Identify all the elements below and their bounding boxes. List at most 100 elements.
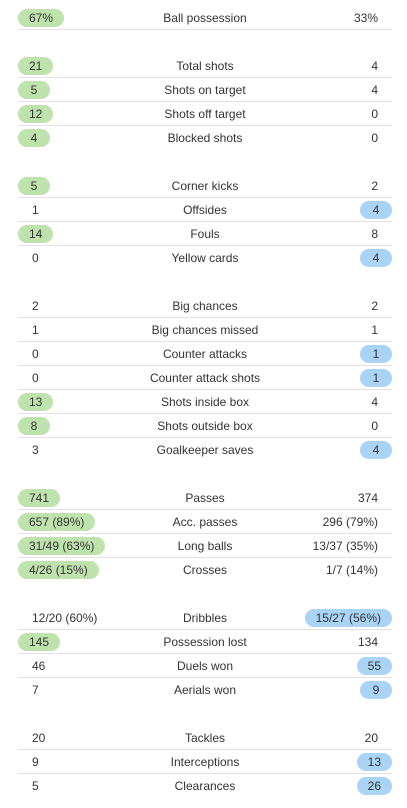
home-value: 4: [18, 129, 50, 147]
away-value: 374: [357, 491, 378, 505]
stat-row: Total shots 21 4: [18, 54, 392, 78]
home-value: 12/20 (60%): [32, 611, 98, 625]
stat-label: Acc. passes: [172, 515, 238, 529]
stat-row: Offsides 1 4: [18, 198, 392, 222]
stat-row: Blocked shots 4 0: [18, 126, 392, 150]
away-value: 4: [371, 83, 378, 97]
home-value: 31/49 (63%): [18, 537, 106, 555]
away-value: 4: [360, 441, 392, 459]
stat-row: Shots on target 5 4: [18, 78, 392, 102]
away-value: 2: [371, 299, 378, 313]
stat-row: Counter attacks 0 1: [18, 342, 392, 366]
stat-row: Counter attack shots 0 1: [18, 366, 392, 390]
away-value: 8: [371, 227, 378, 241]
away-value: 4: [360, 249, 392, 267]
stat-row: Goalkeeper saves 3 4: [18, 438, 392, 462]
home-value: 1: [32, 203, 39, 217]
away-value: 13/37 (35%): [312, 539, 378, 553]
away-value: 20: [364, 731, 378, 745]
stat-row: Shots inside box 13 4: [18, 390, 392, 414]
stat-label: Passes: [185, 491, 225, 505]
stat-row: Interceptions 9 13: [18, 750, 392, 774]
stat-row: Aerials won 7 9: [18, 678, 392, 702]
stat-label: Shots outside box: [157, 419, 253, 433]
home-value: 46: [32, 659, 46, 673]
stat-label: Interceptions: [170, 755, 240, 769]
stat-row: Clearances 5 26: [18, 774, 392, 798]
away-value: 15/27 (56%): [304, 609, 392, 627]
stat-label: Total shots: [176, 59, 234, 73]
away-value: 0: [371, 131, 378, 145]
home-value: 0: [32, 371, 39, 385]
home-value: 8: [18, 417, 50, 435]
home-value: 67%: [18, 9, 65, 27]
home-value: 0: [32, 251, 39, 265]
home-value: 0: [32, 347, 39, 361]
home-value: 7: [32, 683, 39, 697]
stat-label: Ball possession: [163, 11, 247, 25]
stat-row: Passes 741 374: [18, 486, 392, 510]
away-value: 1: [360, 345, 392, 363]
stat-label: Shots on target: [164, 83, 246, 97]
home-value: 20: [32, 731, 46, 745]
away-value: 9: [360, 681, 392, 699]
home-value: 21: [18, 57, 54, 75]
home-value: 13: [18, 393, 54, 411]
stat-label: Clearances: [174, 779, 236, 793]
stat-row: Shots outside box 8 0: [18, 414, 392, 438]
away-value: 1/7 (14%): [325, 563, 378, 577]
away-value: 134: [357, 635, 378, 649]
stat-row: Ball possession 67% 33%: [18, 6, 392, 30]
home-value: 145: [18, 633, 61, 651]
stat-label: Tackles: [184, 731, 225, 745]
stat-label: Shots inside box: [160, 395, 250, 409]
stat-row: Crosses 4/26 (15%) 1/7 (14%): [18, 558, 392, 582]
home-value: 5: [18, 177, 50, 195]
away-value: 26: [356, 777, 392, 795]
away-value: 33%: [353, 11, 378, 25]
stat-label: Yellow cards: [171, 251, 239, 265]
home-value: 5: [32, 779, 39, 793]
stat-label: Possession lost: [163, 635, 247, 649]
away-value: 1: [360, 369, 392, 387]
stat-row: Shots off target 12 0: [18, 102, 392, 126]
stat-row: Corner kicks 5 2: [18, 174, 392, 198]
home-value: 12: [18, 105, 54, 123]
away-value: 0: [371, 419, 378, 433]
home-value: 4/26 (15%): [18, 561, 99, 579]
stat-label: Crosses: [182, 563, 227, 577]
home-value: 1: [32, 323, 39, 337]
home-value: 2: [32, 299, 39, 313]
stat-label: Counter attacks: [162, 347, 248, 361]
home-value: 9: [32, 755, 39, 769]
stat-label: Blocked shots: [167, 131, 243, 145]
stat-row: Acc. passes 657 (89%) 296 (79%): [18, 510, 392, 534]
stat-label: Dribbles: [182, 611, 227, 625]
stat-row: Fouls 14 8: [18, 222, 392, 246]
stat-row: Yellow cards 0 4: [18, 246, 392, 270]
away-value: 0: [371, 107, 378, 121]
stat-row: Possession lost 145 134: [18, 630, 392, 654]
away-value: 4: [371, 59, 378, 73]
stat-label: Long balls: [177, 539, 233, 553]
stat-label: Shots off target: [164, 107, 246, 121]
stat-label: Big chances: [172, 299, 238, 313]
stat-row: Big chances missed 1 1: [18, 318, 392, 342]
away-value: 55: [356, 657, 392, 675]
away-value: 2: [371, 179, 378, 193]
stat-label: Goalkeeper saves: [156, 443, 254, 457]
away-value: 13: [356, 753, 392, 771]
away-value: 4: [371, 395, 378, 409]
away-value: 1: [371, 323, 378, 337]
stat-row: Big chances 2 2: [18, 294, 392, 318]
away-value: 296 (79%): [322, 515, 378, 529]
home-value: 3: [32, 443, 39, 457]
stat-label: Offsides: [183, 203, 227, 217]
stat-label: Corner kicks: [171, 179, 239, 193]
stat-row: Tackles 20 20: [18, 726, 392, 750]
stat-label: Duels won: [176, 659, 234, 673]
stat-label: Fouls: [190, 227, 220, 241]
stat-label: Aerials won: [173, 683, 237, 697]
home-value: 5: [18, 81, 50, 99]
